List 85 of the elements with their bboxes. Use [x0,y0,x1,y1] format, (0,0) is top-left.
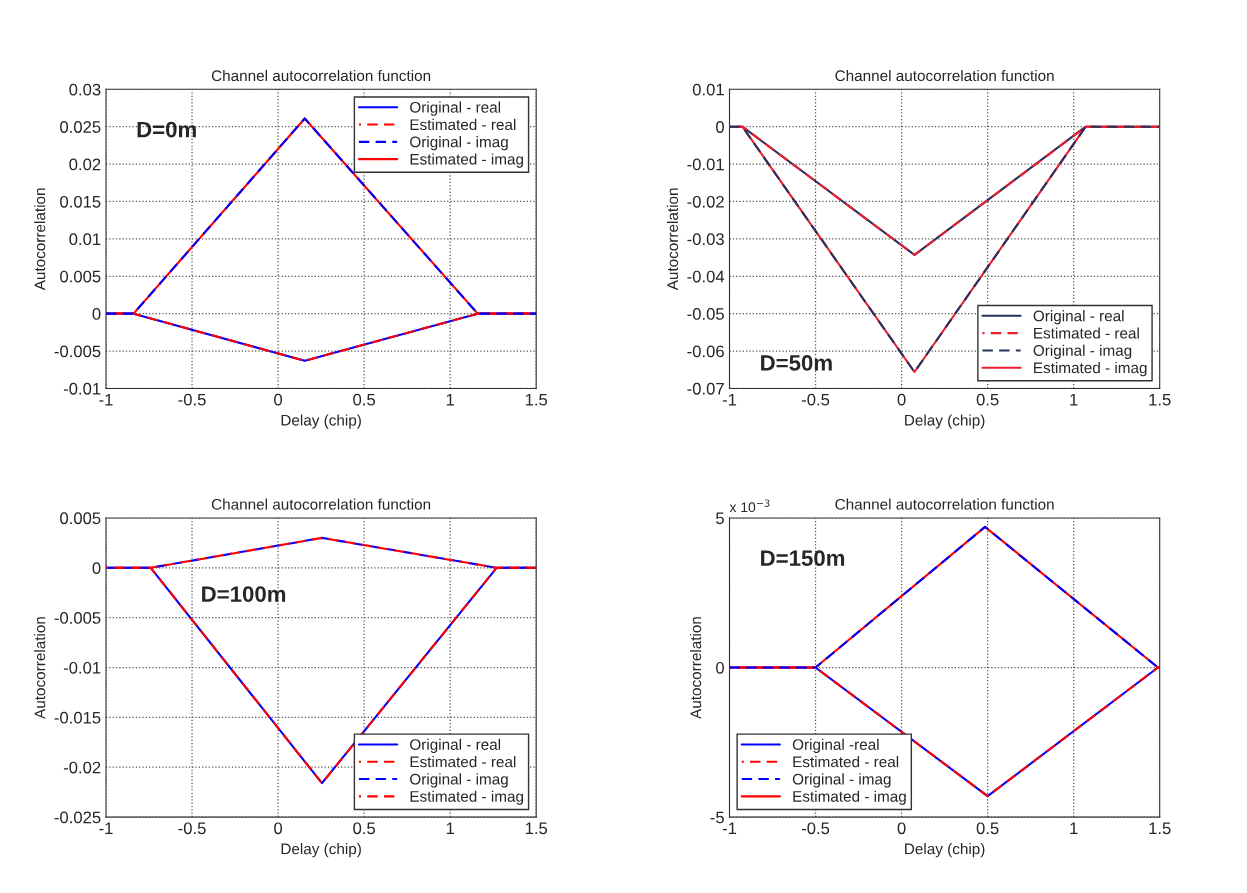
x-axis-title: Delay (chip) [905,843,985,858]
x-tick-label: 1.5 [1149,393,1171,406]
y-tick-label: 0.01 [692,83,724,96]
x-tick-label: 1.5 [525,393,548,406]
y-tick-label: 0.025 [60,121,101,133]
x-tick-label: 1 [446,822,454,835]
x-tick-label: 1 [1070,393,1078,406]
x-tick-label: -0.5 [178,822,206,835]
legend-label: Estimated - imag [1034,361,1147,377]
x-tick-label: -1 [722,822,737,835]
y-tick-label: -0.025 [54,811,101,824]
x-tick-label: 0.5 [353,393,376,406]
x-tick-label: -0.5 [178,393,206,406]
y-tick-label: -0.015 [54,711,101,724]
legend-label: Estimated - imag [410,790,524,805]
x-tick-label: 1 [446,393,454,406]
y-tick-label: -0.04 [687,270,725,283]
y-tick-label: -5 [710,811,724,824]
legend-label: Original - imag [792,773,891,788]
chart-title: Channel autocorrelation function [835,69,1054,82]
chart-title: Channel autocorrelation function [211,498,431,510]
y-tick-label: -0.01 [63,382,101,395]
x-tick-label: -0.5 [801,393,830,406]
y-tick-label: -0.01 [63,661,101,674]
y-tick-label: -0.02 [687,195,724,208]
y-tick-label: 0.02 [69,158,101,171]
legend-label: Estimated - real [793,756,899,768]
x-tick-label: 0 [274,822,283,835]
annotation: D=150m [761,550,845,567]
legend-label: Original - real [410,101,501,116]
x-axis-title: Delay (chip) [905,414,985,429]
chart-title: Channel autocorrelation function [211,69,431,82]
x-tick-label: -1 [99,393,113,406]
y-tick-label: -0.06 [687,345,724,358]
y-tick-label: 0.005 [60,512,101,525]
x-tick-label: -1 [722,393,737,406]
y-axis-title: Autocorrelation [690,617,702,719]
legend-label: Original - real [1033,310,1124,325]
y-axis-title: Autocorrelation [34,617,46,719]
legend-label: Original - real [410,738,501,753]
y-axis-title: Autocorrelation [34,188,46,291]
y-tick-label: 0 [716,121,724,133]
x-tick-label: 0 [274,393,283,406]
y-tick-label: -0.01 [687,158,724,171]
y-tick-label: 0.015 [60,195,101,208]
y-tick-label: -0.03 [687,233,724,246]
x-tick-label: 0.5 [976,393,999,406]
y-tick-label: 0 [716,661,724,674]
y-tick-label: 0.03 [69,83,101,96]
legend-label: Original - imag [1033,344,1132,359]
annotation: D=50m [761,354,832,371]
x-axis-title: Delay (chip) [281,843,361,858]
x-tick-label: -1 [99,822,113,835]
y-tick-label: -0.02 [63,761,101,774]
text: x 10$^{−3}$ [729,499,770,513]
x-tick-label: 0 [897,822,906,835]
y-tick-label: -0.005 [54,612,101,624]
y-tick-label: 0.01 [69,233,101,246]
legend-label: Estimated - imag [793,790,906,805]
legend-label: Original - imag [410,773,508,788]
y-tick-label: -0.07 [687,382,724,395]
legend-label: Estimated - real [410,756,516,768]
x-tick-label: 0.5 [976,822,999,835]
y-tick-label: 5 [716,512,724,525]
x-tick-label: 1.5 [1149,822,1171,835]
x-tick-label: -0.5 [801,822,830,835]
y-tick-label: -0.005 [54,345,101,358]
x-axis-title: Delay (chip) [281,414,361,429]
x-tick-label: 0 [897,393,906,406]
y-tick-label: 0 [92,308,101,320]
x-tick-label: 0.5 [353,822,376,835]
annotation: D=0m [137,121,196,138]
chart-title: Channel autocorrelation function [835,498,1054,510]
legend-label: Estimated - imag [410,153,524,168]
x-tick-label: 1 [1070,822,1078,835]
y-axis-title: Autocorrelation [666,188,679,291]
y-tick-label: 0.005 [60,270,101,283]
annotation: D=100m [202,586,286,602]
legend-label: Original - imag [410,136,508,151]
y-tick-label: -0.05 [687,308,724,320]
legend-label: Original -real [792,738,879,753]
legend-label: Estimated - real [1034,327,1139,339]
y-tick-label: 0 [92,562,101,574]
legend-label: Estimated - real [410,118,516,131]
x-tick-label: 1.5 [525,822,548,835]
